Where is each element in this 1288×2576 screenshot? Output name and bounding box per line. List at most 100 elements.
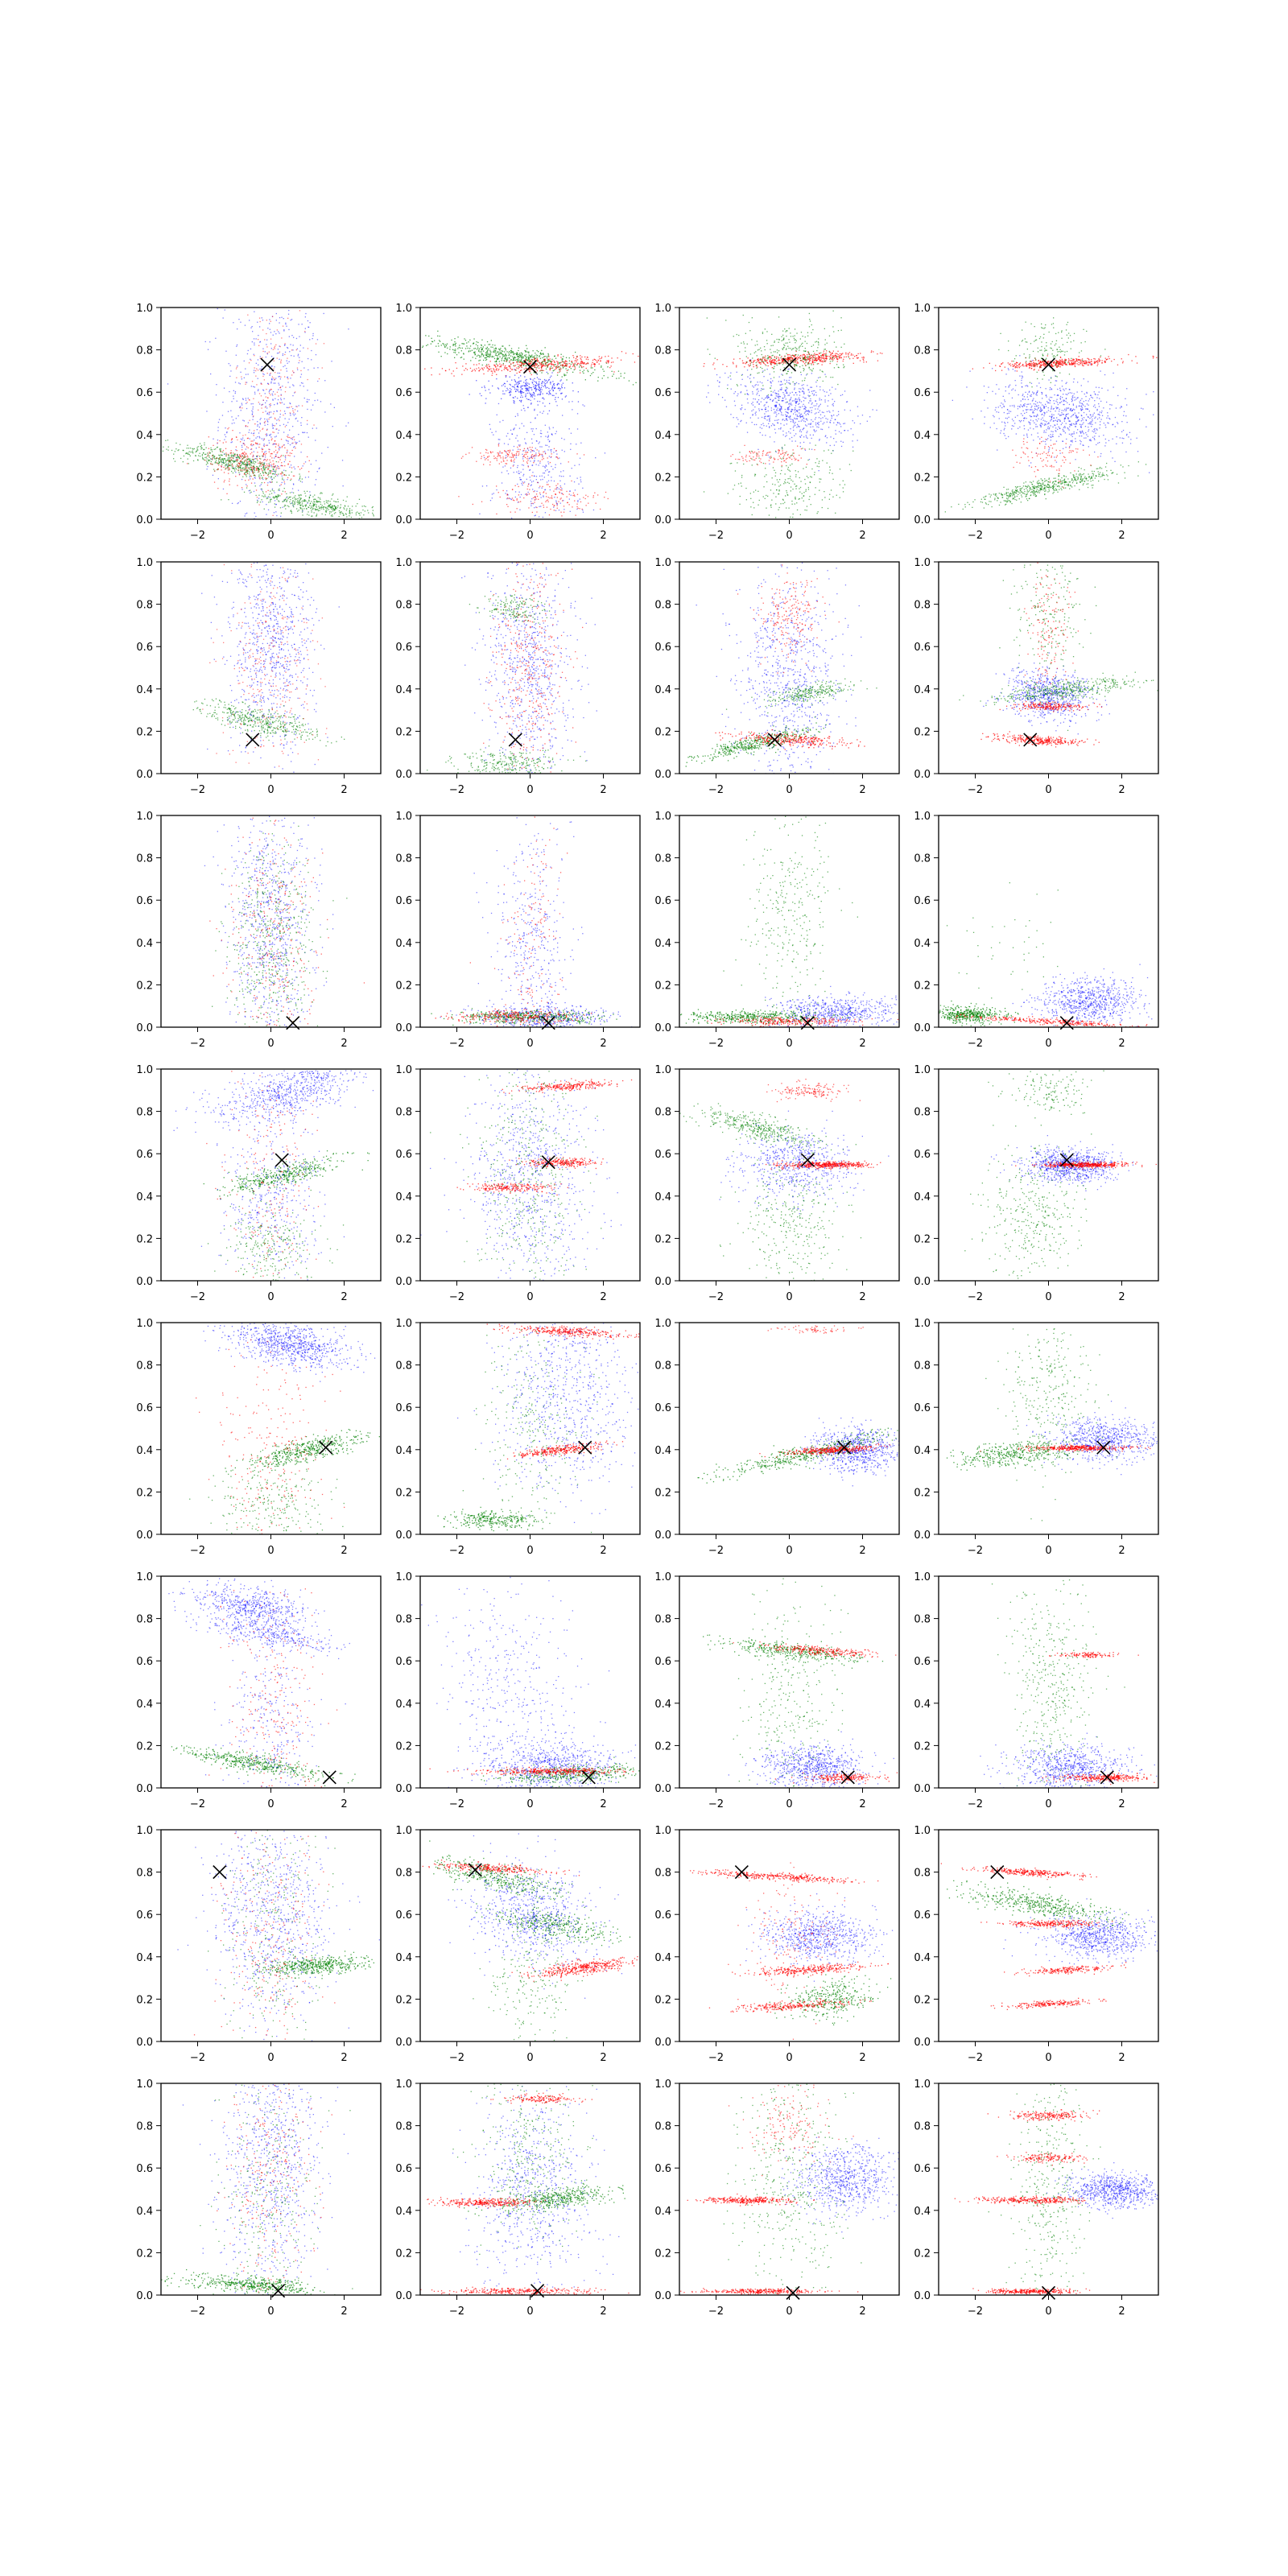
data-point bbox=[580, 358, 582, 361]
data-point bbox=[188, 451, 190, 452]
data-point bbox=[321, 452, 323, 454]
data-point bbox=[490, 346, 492, 348]
data-point bbox=[270, 481, 271, 483]
data-point bbox=[497, 365, 498, 367]
data-point bbox=[594, 364, 596, 365]
data-point bbox=[523, 363, 525, 365]
data-point bbox=[243, 491, 246, 493]
data-point bbox=[536, 358, 538, 360]
data-point bbox=[539, 355, 541, 357]
data-point bbox=[512, 362, 514, 364]
data-point bbox=[562, 365, 564, 367]
data-point bbox=[311, 349, 312, 352]
data-point bbox=[292, 426, 294, 427]
data-point bbox=[551, 363, 553, 365]
data-point bbox=[824, 353, 826, 355]
data-point bbox=[291, 449, 293, 452]
data-point bbox=[836, 357, 838, 360]
data-point bbox=[534, 363, 535, 365]
data-point bbox=[279, 489, 280, 491]
data-point bbox=[531, 464, 534, 466]
data-point bbox=[236, 345, 237, 347]
data-point bbox=[341, 512, 343, 514]
data-point bbox=[539, 493, 541, 495]
data-point bbox=[547, 431, 548, 433]
data-point bbox=[358, 513, 360, 514]
data-point bbox=[514, 380, 516, 382]
data-point bbox=[192, 450, 193, 452]
data-point bbox=[799, 360, 802, 361]
data-point bbox=[327, 508, 328, 510]
data-point bbox=[258, 494, 260, 496]
data-point bbox=[263, 453, 265, 455]
data-point bbox=[539, 432, 542, 434]
data-point bbox=[796, 332, 798, 334]
data-point bbox=[244, 444, 246, 446]
data-point bbox=[222, 461, 224, 463]
data-point bbox=[592, 363, 595, 365]
data-point bbox=[280, 399, 282, 401]
data-point bbox=[305, 312, 307, 315]
data-point bbox=[267, 497, 269, 499]
data-point bbox=[863, 361, 865, 363]
data-point bbox=[852, 354, 854, 356]
data-point bbox=[568, 498, 570, 500]
data-point bbox=[262, 350, 264, 353]
data-point bbox=[483, 455, 485, 456]
data-point bbox=[506, 470, 508, 472]
data-point bbox=[263, 438, 265, 440]
data-point bbox=[547, 499, 549, 501]
data-point bbox=[349, 510, 351, 512]
data-point bbox=[227, 411, 229, 412]
data-point bbox=[279, 416, 281, 418]
data-point bbox=[313, 512, 315, 514]
data-point bbox=[342, 514, 345, 516]
data-point bbox=[749, 330, 751, 332]
data-point bbox=[270, 498, 272, 500]
data-point bbox=[522, 469, 524, 470]
data-point bbox=[178, 449, 180, 451]
data-point bbox=[522, 482, 525, 484]
data-point bbox=[843, 358, 844, 360]
data-point bbox=[223, 466, 225, 469]
data-point bbox=[551, 394, 553, 396]
data-point bbox=[557, 397, 559, 398]
data-point bbox=[510, 391, 512, 393]
data-point bbox=[508, 497, 510, 499]
data-point bbox=[330, 511, 332, 513]
data-point bbox=[778, 359, 781, 361]
data-point bbox=[475, 344, 477, 345]
data-point bbox=[218, 419, 221, 420]
data-point bbox=[764, 357, 766, 359]
data-point bbox=[240, 321, 242, 323]
data-point bbox=[307, 398, 308, 400]
data-point bbox=[515, 454, 517, 456]
data-point bbox=[355, 514, 357, 516]
data-point bbox=[254, 391, 256, 393]
data-point bbox=[245, 383, 246, 385]
y-tick-label: 0.4 bbox=[395, 430, 412, 442]
data-point bbox=[555, 500, 557, 502]
data-point bbox=[742, 314, 744, 316]
data-point bbox=[309, 322, 311, 324]
data-point bbox=[263, 508, 265, 510]
data-point bbox=[706, 396, 708, 398]
data-point bbox=[265, 402, 266, 404]
data-point bbox=[566, 372, 568, 374]
data-point bbox=[246, 476, 247, 477]
data-point bbox=[229, 457, 231, 459]
data-point bbox=[821, 370, 823, 372]
data-point bbox=[840, 354, 843, 356]
data-point bbox=[309, 505, 311, 506]
data-point bbox=[793, 337, 795, 339]
data-point bbox=[803, 420, 805, 422]
data-point bbox=[530, 481, 533, 483]
data-point bbox=[269, 390, 270, 391]
data-point bbox=[523, 448, 526, 449]
data-point bbox=[235, 467, 237, 469]
data-point bbox=[751, 317, 753, 319]
data-point bbox=[300, 424, 302, 426]
data-point bbox=[486, 449, 488, 451]
data-point bbox=[274, 347, 275, 349]
data-point bbox=[238, 472, 240, 473]
